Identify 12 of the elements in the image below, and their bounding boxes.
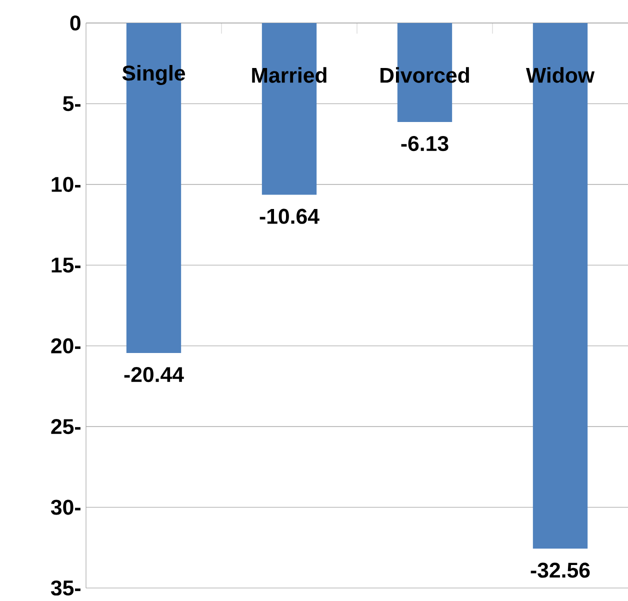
- data-label: -20.44: [124, 367, 184, 382]
- y-tick-label: 25-: [51, 419, 80, 434]
- y-tick-label: 30-: [50, 500, 80, 515]
- data-label: -10.64: [260, 208, 320, 224]
- y-tick-label: 5-: [62, 96, 80, 112]
- y-tick-label: 0: [70, 15, 80, 31]
- y-tick-label: 15-: [52, 258, 80, 273]
- y-tick-label: 35-: [50, 580, 80, 596]
- y-tick-label: 10-: [52, 176, 80, 192]
- data-label: -6.13: [401, 136, 448, 152]
- y-tick-label: 20-: [51, 338, 80, 354]
- data-label: -32.56: [530, 562, 590, 578]
